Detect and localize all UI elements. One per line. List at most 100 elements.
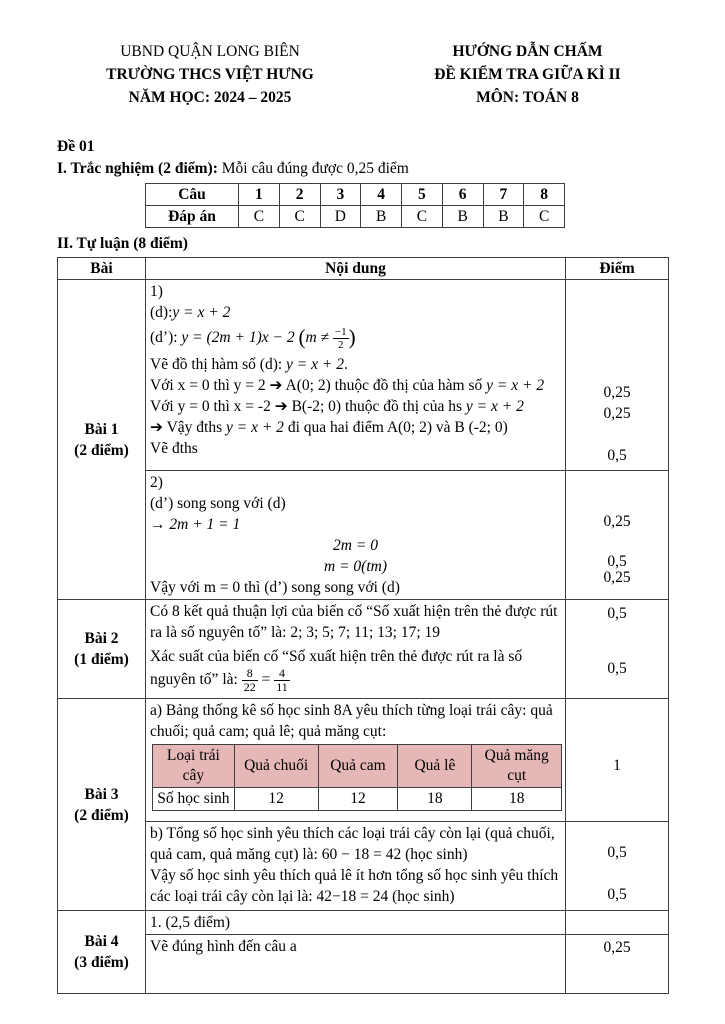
fruit-header-row: Loại trái cây Quả chuối Quả cam Quả lê Q… [152,744,562,788]
bai4-label: Bài 4 [84,933,119,950]
solution-line: 1. (2,5 điểm) [150,914,231,931]
col-header-diem: Điểm [565,257,669,280]
bai3-label-cell: Bài 3 (2 điểm) [57,698,146,911]
score-value: 0,5 [607,605,627,622]
solution-line: Vẽ đúng hình đến câu a [150,938,297,955]
subject-line: MÔN: TOÁN 8 [476,89,579,106]
text-segment: (d’): [150,329,182,347]
text-segment: Xác suất của biến cố “Số xuất hiện trên … [150,648,523,689]
math-segment: y = x + 2 [465,398,524,415]
section1-heading: I. Trắc nghiệm (2 điểm): Mỗi câu đúng đư… [57,158,725,179]
math-segment: y = x + 2 [286,356,344,373]
essay-grading-table: Bài Nội dung Điểm Bài 1 (2 điểm) 1) (d):… [57,257,669,994]
bai3b-scores: 0,5 0,5 [565,821,669,911]
mcq-a6: B [441,205,484,228]
bai1-label: Bài 1 [84,420,119,438]
math-segment: 2m + 1 = 1 [169,516,241,533]
text-segment: Vẽ đồ thị hàm số (d): [150,356,287,373]
paren-open: ( [298,325,306,350]
mcq-header-cau: Câu [145,183,239,206]
table-row-bai4-r2: Vẽ đúng hình đến câu a 0,25 [58,934,669,994]
bai3-label: Bài 3 [84,785,119,803]
table-row: Đáp án C C D B C B B C [145,205,565,228]
table-row-bai4-r1: Bài 4 (3 điểm) 1. (2,5 điểm) [57,910,669,994]
solution-line: Có 8 kết quả thuận lợi của biến cố “Số x… [150,603,558,641]
mcq-a1: C [238,205,280,228]
fraction: 8 22 [241,667,258,694]
score-value: 0,25 [603,405,631,422]
bai3a-content: a) Bảng thống kê số học sinh 8A yêu thíc… [145,698,566,822]
mcq-q8: 8 [523,183,565,206]
mcq-q2: 2 [278,183,321,206]
org-line: UBND QUẬN LONG BIÊN [120,43,300,60]
solution-line: Vẽ đths [150,440,198,457]
bai4-points: (3 điểm) [74,954,129,971]
bai2-label-cell: Bài 2 (1 điểm) [57,599,146,699]
bai1-label-cell: Bài 1 (2 điểm) [57,279,146,600]
fruit-col-type: Loại trái cây [152,744,235,788]
fruit-count-banana: 12 [233,787,319,811]
letterhead: UBND QUẬN LONG BIÊN TRƯỜNG THCS VIỆT HƯN… [0,0,725,109]
bai4-r2-scores: 0,25 [565,934,669,994]
bai2-content: Có 8 kết quả thuận lợi của biến cố “Số x… [145,599,566,699]
mcq-q7: 7 [482,183,525,206]
school-line: TRƯỜNG THCS VIỆT HƯNG [106,66,314,83]
doc-title-line: HƯỚNG DẪN CHẤM [452,43,603,60]
score-value: 0,5 [607,447,627,464]
year-line: NĂM HỌC: 2024 – 2025 [128,89,292,106]
mcq-a7: B [482,205,525,228]
score-value: 0,5 [607,553,627,570]
fruit-count-orange: 12 [317,787,399,811]
fruit-statistics-table: Loại trái cây Quả chuối Quả cam Quả lê Q… [152,744,562,811]
solution-line: b) Tổng số học sinh yêu thích các loại t… [150,825,555,863]
col-header-noidung: Nội dung [145,257,566,280]
solution-line: (d):y = x + 2 [150,302,561,323]
solution-line: 1) [150,283,163,300]
table-row-bai2: Bài 2 (1 điểm) Có 8 kết quả thuận lợi củ… [57,599,669,699]
solution-line: m = 0(tm) [324,558,387,575]
score-value: 0,25 [603,384,631,401]
solution-line: Vậy với m = 0 thì (d’) song song với (d) [150,579,400,596]
exam-line: ĐỀ KIỂM TRA GIỮA KÌ II [434,66,621,83]
score-value: 0,5 [607,660,627,677]
fraction: 4 11 [274,667,290,694]
solution-line: (d’) song song với (d) [150,495,286,512]
fruit-col-banana: Quả chuối [233,744,319,788]
text-segment: → [150,516,170,533]
mcq-q5: 5 [401,183,443,206]
solution-line: → 2m + 1 = 1 [150,514,561,535]
math-segment: y = x + 2 [226,419,284,436]
mcq-q6: 6 [441,183,484,206]
bai2-scores: 0,5 0,5 [565,599,669,699]
table-row: Câu 1 2 3 4 5 6 7 8 [145,183,565,206]
fraction: −1 2 [332,326,349,351]
math-segment: m ≠ [305,329,333,347]
text-segment: ➔ Vậy đths [150,419,226,436]
table-row-bai3b: b) Tổng số học sinh yêu thích các loại t… [58,821,669,911]
solution-line: (d’): y = (2m + 1)x − 2 (m ≠ −1 2) [150,323,561,354]
math-segment: y = x + 2 [172,304,231,321]
bai4-r1-scores [565,910,669,935]
table-row-bai3a: Bài 3 (2 điểm) a) Bảng thống kê số học s… [57,698,669,911]
fruit-data-row: Số học sinh 12 12 18 18 [152,787,562,811]
score-value: 0,25 [603,513,631,530]
solution-line: Với x = 0 thì y = 2 ➔ A(0; 2) thuộc đồ t… [150,375,561,396]
bai4-label-cell: Bài 4 (3 điểm) [57,910,146,994]
text-segment: . [343,356,348,373]
mcq-header-dapan: Đáp án [145,205,239,228]
solution-line: Xác suất của biến cố “Số xuất hiện trên … [150,643,561,697]
table-header-row: Bài Nội dung Điểm [57,257,669,280]
fruit-count-pear: 18 [397,787,473,811]
text-segment: (d): [150,304,173,321]
bai3-points: (2 điểm) [74,806,129,824]
score-value: 1 [613,757,621,774]
score-value: 0,25 [603,939,631,956]
mcq-q1: 1 [238,183,280,206]
fruit-col-pear: Quả lê [397,744,473,788]
table-row-bai1-part2: 2) (d’) song song với (d) → 2m + 1 = 1 2… [58,470,669,600]
solution-line: Vậy số học sinh yêu thích quả lê ít hơn … [150,867,559,905]
fruit-count-mangosteen: 18 [471,787,562,811]
bai3b-content: b) Tổng số học sinh yêu thích các loại t… [145,821,566,911]
multiple-choice-answer-table: Câu 1 2 3 4 5 6 7 8 Đáp án C C D B C B B… [145,183,565,228]
